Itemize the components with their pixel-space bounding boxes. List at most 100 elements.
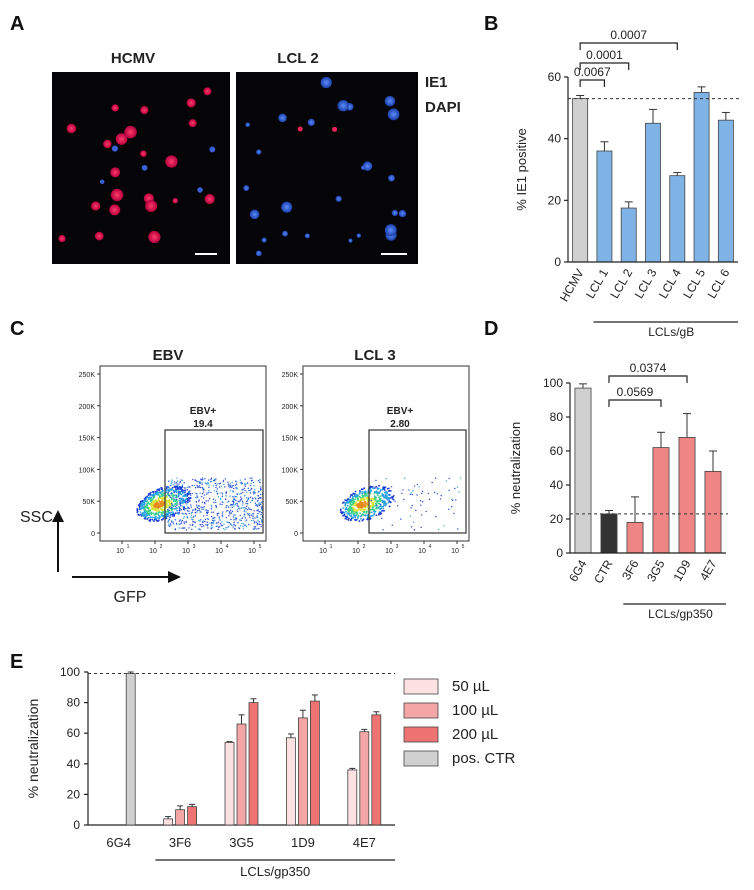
flow-event [226, 501, 229, 503]
flow-event [175, 522, 178, 525]
flow-event [204, 502, 206, 505]
flow-event [247, 512, 249, 515]
flow-event [196, 511, 198, 513]
flow-event [154, 490, 157, 493]
flow-event [225, 516, 228, 519]
flow-event [180, 479, 182, 481]
flow-event [186, 508, 188, 510]
flow-event [376, 504, 378, 507]
flow-event [173, 481, 175, 483]
flow-event [244, 483, 246, 485]
flow-event [339, 509, 342, 511]
flow-event [158, 496, 161, 499]
flow-event [158, 489, 161, 492]
flow-event [216, 525, 218, 527]
flow-event [200, 511, 202, 513]
flow-event [256, 528, 258, 530]
flow-event [180, 497, 183, 500]
flow-event [216, 483, 218, 485]
flow-event [174, 519, 177, 521]
flow-event [176, 486, 178, 489]
flow-event [381, 517, 383, 520]
flow-event [225, 491, 228, 493]
dapi-cell [320, 76, 332, 89]
flow-event [213, 478, 216, 481]
flow-event [247, 507, 250, 509]
flow-event [221, 503, 223, 506]
flow-event [240, 496, 242, 498]
flow-event [171, 479, 174, 481]
flow-event [379, 499, 382, 502]
flow-event [151, 504, 154, 507]
flow-event [195, 492, 197, 495]
flow-event [344, 502, 347, 504]
flow-event [211, 524, 213, 526]
flow-event [453, 512, 455, 515]
flow-event [141, 504, 144, 507]
flow-event [183, 522, 185, 525]
flow-event [146, 506, 149, 509]
y-tick-label: 40 [548, 132, 562, 146]
flow-event [260, 523, 262, 526]
flow-event [200, 508, 203, 510]
dapi-cell [360, 165, 366, 170]
flow-event [235, 517, 238, 520]
flow-event [182, 505, 184, 507]
flow-event [196, 504, 198, 506]
flow-event [184, 507, 186, 510]
flow-x-tick-label: 10 [215, 548, 223, 555]
flow-event [370, 511, 373, 514]
flow-event [229, 495, 231, 497]
flow-event [139, 513, 142, 516]
flow-event [168, 502, 171, 504]
flow-event [154, 500, 157, 503]
gfp-arrowhead [168, 571, 181, 583]
flow-x-tick-label: 10 [418, 548, 426, 555]
flow-event [374, 504, 377, 507]
flow-event [243, 524, 246, 526]
flow-event [256, 516, 259, 518]
flow-event [158, 517, 161, 520]
flow-event [136, 509, 139, 512]
flow-event [145, 510, 148, 513]
flow-event [202, 515, 205, 517]
flow-event [208, 479, 210, 481]
flow-event [375, 514, 378, 517]
flow-event [156, 505, 159, 507]
flow-event [190, 504, 192, 506]
flow-event [236, 508, 239, 511]
flow-event [221, 492, 223, 494]
flow-event [199, 486, 202, 489]
flow-event [165, 515, 168, 518]
flow-event [172, 521, 174, 523]
flow-event [230, 512, 233, 514]
flow-event [197, 528, 200, 530]
flow-event [228, 515, 230, 517]
flow-event [191, 492, 193, 495]
flow-event [210, 477, 213, 480]
ie1-cell [124, 125, 137, 139]
flow-event [148, 496, 151, 499]
y-tick-label: 100 [60, 665, 80, 679]
flow-event [181, 492, 184, 494]
flow-event [225, 492, 228, 495]
flow-x-tick-exponent: 3 [193, 544, 196, 550]
flow-event [246, 499, 249, 501]
flow-event [185, 493, 187, 495]
flow-plot-ebv [99, 365, 267, 542]
flow-y-tick-label: 0 [91, 531, 95, 538]
flow-event [350, 499, 353, 502]
panel-letter-b: B [484, 13, 498, 35]
flow-event [259, 511, 261, 513]
flow-event [242, 502, 244, 504]
flow-event [232, 516, 235, 518]
flow-event [212, 485, 215, 487]
flow-event [214, 482, 217, 485]
flow-event [228, 521, 230, 524]
flow-event [219, 492, 221, 494]
legend-swatch [403, 750, 439, 767]
bar-lcl-4 [669, 175, 686, 263]
flow-event [202, 497, 205, 499]
flow-event [168, 509, 170, 512]
flow-event [162, 515, 165, 518]
